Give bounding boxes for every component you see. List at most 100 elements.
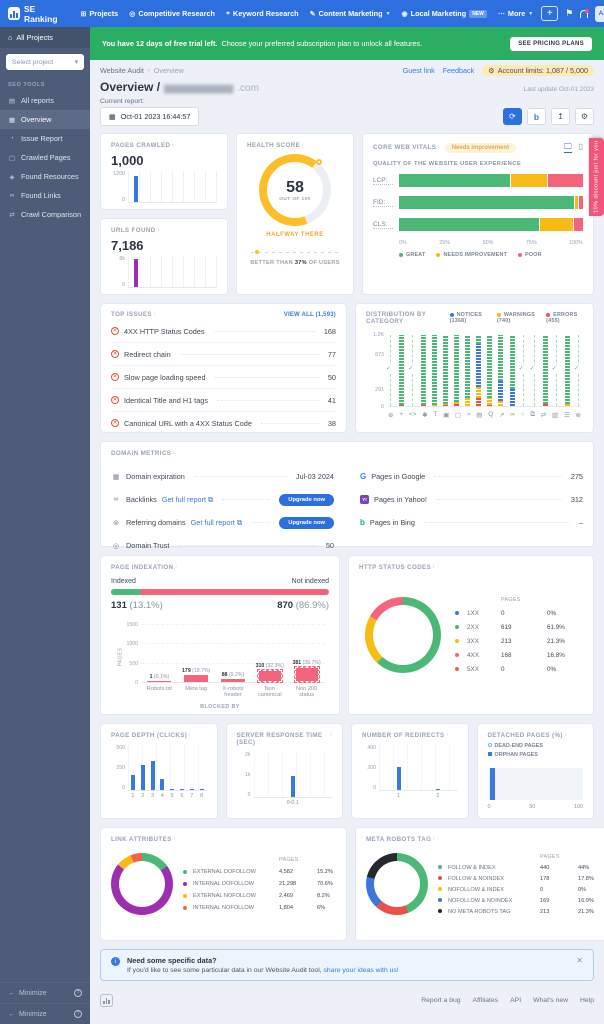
sidebar-item-crawl-comparison[interactable]: ⇄ Crawl Comparison [0, 205, 90, 224]
get-full-report-link[interactable]: Get full report ⧉ [161, 494, 214, 504]
issue-name[interactable]: Canonical URL with a 4XX Status Code [124, 418, 252, 428]
nav-item-content-marketing[interactable]: ✎ Content Marketing ▼ [310, 9, 391, 18]
metric-row: b Pages in Bing – [360, 511, 583, 534]
sidebar-minimize-2[interactable]: ← Minimize? [0, 1003, 90, 1024]
nav-item-competitive-research[interactable]: ◎ Competitive Research [129, 9, 215, 18]
guest-link[interactable]: Guest link [402, 66, 435, 75]
see-pricing-plans-button[interactable]: SEE PRICING PLANS [510, 36, 592, 51]
category-icon[interactable]: ▤ [476, 412, 483, 419]
sidebar-item-all-reports[interactable]: ▤ All reports [0, 91, 90, 110]
nav-item-label: Keyword Research [232, 9, 299, 18]
x-label: 5 [170, 793, 174, 799]
category-bar [465, 335, 471, 406]
get-full-report-link[interactable]: Get full report ⧉ [190, 517, 243, 527]
project-select[interactable]: Select project ▾ [6, 54, 84, 70]
category-icon[interactable]: + [399, 411, 404, 418]
x-label: 1 [397, 793, 401, 799]
dotted-leader [193, 476, 287, 477]
nav-item-keyword-research[interactable]: ⌖ Keyword Research [226, 9, 299, 18]
breadcrumb-website-audit[interactable]: Website Audit [100, 66, 144, 75]
metric-row: Y! Pages in Yahoo! 312 [360, 488, 583, 511]
sidebar-item-crawled-pages[interactable]: ▢ Crawled Pages [0, 148, 90, 167]
bing-icon: b [360, 518, 365, 527]
footer-link-help[interactable]: Help [580, 997, 594, 1004]
info-icon: i [172, 142, 174, 147]
category-icon[interactable]: ⇄ [540, 412, 547, 419]
branding-button[interactable]: b [527, 108, 546, 125]
feedback-link[interactable]: Feedback [442, 66, 475, 75]
sidebar-all-projects[interactable]: ⌂ All Projects [0, 27, 90, 48]
category-icon[interactable]: ⊗ [575, 412, 581, 419]
account-limits[interactable]: ⚙ Account limits: 1,087 / 5,000 [482, 65, 594, 76]
dotted-leader [251, 522, 271, 523]
category-icon[interactable]: ⧉ [530, 411, 536, 418]
x-tick: 100% [569, 240, 583, 246]
footer-link-what-s-new[interactable]: What's new [533, 997, 569, 1004]
sidebar-item-overview[interactable]: ▦ Overview [0, 110, 90, 129]
info-icon: i [189, 732, 191, 737]
footer-link-api[interactable]: API [510, 997, 522, 1004]
export-button[interactable]: ↥ [551, 108, 570, 125]
refresh-button[interactable]: ⟳ [503, 108, 522, 125]
bar [130, 774, 135, 790]
category-icon[interactable]: ≈ [466, 411, 471, 418]
nav-item-projects[interactable]: ⊞ Projects [81, 9, 119, 18]
category-icon[interactable]: T [433, 411, 438, 418]
nav-item-local-marketing[interactable]: ◉ Local Marketing NEW [402, 9, 487, 18]
issue-count: 41 [327, 395, 336, 405]
add-project-button[interactable]: + [541, 6, 559, 21]
category-icon[interactable]: ▢ [455, 412, 462, 419]
category-icon[interactable]: ▥ [552, 412, 559, 419]
category-icon[interactable]: ☰ [563, 412, 570, 419]
report-date-picker[interactable]: ▦ Oct-01 2023 16:44:57 [100, 107, 200, 126]
category-icon[interactable]: ⊕ [388, 412, 394, 419]
legend-label: NOFOLLOW & INDEX [448, 886, 504, 893]
category-icon[interactable]: ∞ [510, 411, 515, 418]
bar-segment [399, 335, 405, 405]
issue-name[interactable]: Redirect chain [124, 349, 171, 359]
discount-ribbon[interactable]: 10% discount just for you [589, 138, 604, 216]
bar-annotation: 88 (9.2%) [221, 671, 245, 678]
info-icon: i [153, 311, 156, 316]
metric-row: G Pages in Google 275 [360, 465, 583, 488]
brand-logo[interactable]: SE Ranking [8, 4, 59, 24]
desktop-icon[interactable]: 🖵 [563, 142, 572, 153]
category-icon[interactable]: <> [408, 411, 417, 418]
issue-name[interactable]: 4XX HTTP Status Codes [124, 326, 205, 336]
sidebar-item-found-resources[interactable]: ◈ Found Resources [0, 167, 90, 186]
sidebar-nav: ▤ All reports ▦ Overview ◔ Issue Report ▢ Crawl… [0, 91, 90, 224]
nav-item-more[interactable]: ⋯ More ▼ [498, 9, 533, 18]
upgrade-now-button[interactable]: Upgrade now [279, 516, 334, 529]
bar [184, 675, 209, 682]
sidebar-item-issue-report[interactable]: ◔ Issue Report [0, 129, 90, 148]
category-bar [487, 335, 493, 406]
category-icon[interactable]: ↗ [499, 412, 505, 419]
bar [140, 765, 145, 790]
settings-button[interactable]: ⚙ [575, 108, 594, 125]
user-avatar[interactable]: AA [595, 5, 604, 22]
footer-link-report-a-bug[interactable]: Report a bug [421, 997, 461, 1004]
notifications-bell-icon[interactable] [580, 8, 590, 18]
category-icon[interactable]: ○ [520, 411, 525, 418]
card-title: HEALTH SCORE i [247, 142, 304, 149]
category-icon[interactable]: Q [488, 411, 494, 418]
issue-name[interactable]: Slow page loading speed [124, 372, 206, 382]
sidebar-minimize-1[interactable]: ← Minimize? [0, 982, 90, 1003]
meta-robots-legend: PAGES FOLLOW & INDEX 440 44% FOLLOW & NOINDE… [438, 854, 604, 915]
legend-item: DEAD-END PAGES [487, 742, 584, 751]
flag-icon[interactable]: ⚑ [565, 8, 574, 18]
sidebar-item-icon: ◈ [9, 173, 15, 181]
close-icon[interactable]: ✕ [576, 956, 583, 965]
mobile-icon[interactable]: ▯ [578, 142, 583, 151]
sidebar-item-found-links[interactable]: ∞ Found Links [0, 186, 90, 205]
upgrade-now-button[interactable]: Upgrade now [279, 493, 334, 506]
pages-column-header: PAGES [501, 597, 521, 603]
issue-name[interactable]: Identical Title and H1 tags [124, 395, 208, 405]
category-icon[interactable]: ✱ [422, 412, 428, 419]
more-icon: ⋯ [497, 10, 505, 18]
share-ideas-link[interactable]: share your ideas with us! [323, 967, 399, 974]
category-icon[interactable]: ▣ [443, 412, 450, 419]
view-all-link[interactable]: VIEW ALL (1,593) [283, 311, 336, 318]
footer-link-affiliates[interactable]: Affiliates [472, 997, 499, 1004]
